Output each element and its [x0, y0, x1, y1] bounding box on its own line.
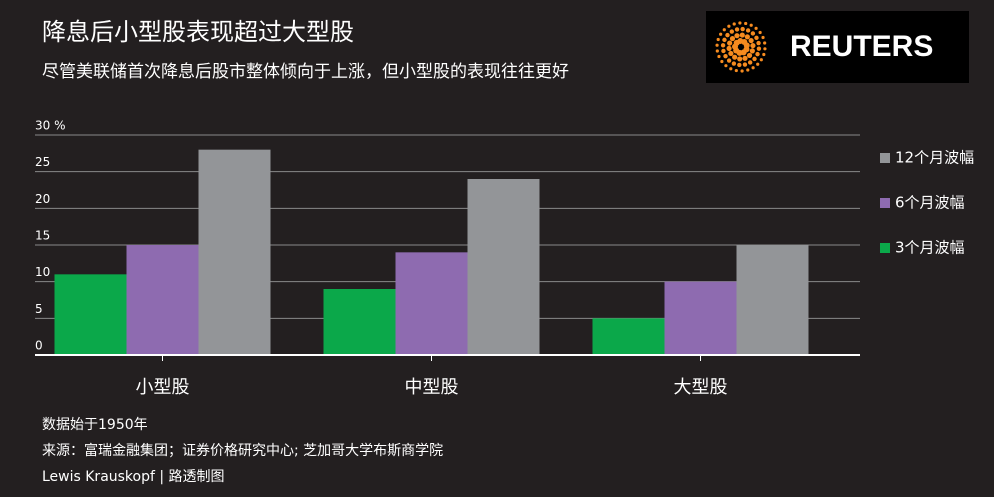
logo-dot [726, 58, 732, 63]
x-tick-label: 中型股 [405, 377, 459, 398]
logo: REUTERS [706, 11, 969, 83]
x-tick-label: 小型股 [136, 377, 190, 398]
logo-dot [758, 30, 762, 35]
logo-dot [754, 35, 759, 41]
logo-dot [727, 24, 731, 28]
logo-dot [748, 37, 754, 44]
logo-dot [763, 47, 767, 51]
logo-dot [738, 21, 742, 25]
bar [592, 318, 665, 355]
logo-text: REUTERS [790, 30, 933, 63]
y-tick-label: 30 % [35, 119, 66, 133]
logo-dot [754, 26, 758, 30]
logo-dot [732, 54, 738, 60]
logo-dot [732, 22, 736, 26]
logo-dot [729, 35, 736, 42]
logo-dot [739, 32, 745, 38]
logo-dot [740, 26, 745, 32]
legend-label: 3个月波幅 [895, 239, 965, 257]
y-tick-label: 15 [35, 229, 50, 243]
logo-dot [734, 33, 740, 39]
logo-dot [722, 37, 727, 43]
logo-dot [750, 31, 756, 36]
logo-dot [749, 48, 755, 54]
legend-swatch [880, 243, 890, 253]
y-tick-label: 5 [35, 302, 43, 316]
chart-title: 降息后小型股表现超过大型股 [42, 18, 354, 46]
logo-icon [715, 21, 767, 73]
y-tick-label: 20 [35, 192, 50, 206]
logo-dot [725, 32, 730, 38]
footnote: 来源：富瑞金融集团；证券价格研究中心; 芝加哥大学布斯商学院 [42, 442, 443, 459]
logo-dot [752, 56, 757, 62]
logo-dot [759, 58, 763, 62]
logo-dot [742, 62, 748, 67]
logo-dot [734, 68, 738, 73]
footnote: Lewis Krauskopf | 路透制图 [42, 469, 225, 485]
logo-dot [729, 67, 733, 71]
logo-dot [746, 68, 750, 72]
logo-dot [720, 59, 724, 64]
bar [467, 179, 540, 355]
logo-dot [756, 62, 760, 66]
logo-dot [716, 37, 720, 42]
legend-label: 12个月波幅 [895, 149, 974, 167]
logo-dot [756, 46, 762, 51]
logo-dot [737, 56, 743, 62]
bar [395, 252, 468, 355]
y-tick-label: 10 [35, 265, 50, 279]
logo-dot [741, 39, 748, 46]
logo-dot [751, 66, 755, 70]
y-tick-label: 0 [35, 339, 43, 353]
logo-dot [720, 43, 726, 48]
logo-dot [727, 40, 733, 46]
logo-dot [762, 52, 766, 57]
x-tick-label: 大型股 [674, 377, 728, 398]
logo-dot [728, 50, 734, 57]
logo-dot [715, 43, 719, 47]
bar [54, 274, 127, 355]
logo-dot [731, 61, 737, 66]
logo-dot [721, 48, 726, 54]
logo-dot [723, 53, 728, 59]
logo-dot [756, 40, 761, 46]
logo-dot [719, 32, 723, 36]
logo-dot [749, 23, 753, 27]
logo-dot [744, 21, 748, 26]
legend-label: 6个月波幅 [895, 194, 965, 212]
logo-dot [729, 29, 735, 34]
logo-dot [761, 35, 765, 40]
legend-swatch [880, 153, 890, 163]
logo-dot [722, 28, 726, 32]
logo-dot [740, 69, 744, 73]
logo-dot [745, 28, 751, 33]
legend-swatch [880, 198, 890, 208]
footnote: 数据始于1950年 [42, 417, 148, 433]
logo-dot [724, 64, 728, 68]
logo-dot [717, 54, 721, 59]
logo-dot [744, 34, 750, 40]
logo-dot [755, 51, 760, 57]
logo-dot [742, 55, 748, 61]
bar [736, 245, 809, 355]
logo-dot [747, 60, 753, 65]
logo-dot [746, 52, 753, 59]
bar [198, 149, 271, 355]
logo-dot [726, 45, 732, 52]
logo-dot [750, 42, 756, 49]
logo-dot [715, 49, 719, 53]
logo-box [706, 11, 969, 83]
bar [664, 281, 737, 355]
logo-dot [734, 27, 740, 32]
y-tick-label: 25 [35, 155, 50, 169]
logo-dot [763, 41, 767, 45]
bar [126, 245, 199, 355]
chart-subtitle: 尽管美联储首次降息后股市整体倾向于上涨，但小型股的表现往往更好 [42, 62, 569, 82]
logo-dot [737, 62, 742, 68]
bar [323, 289, 396, 355]
